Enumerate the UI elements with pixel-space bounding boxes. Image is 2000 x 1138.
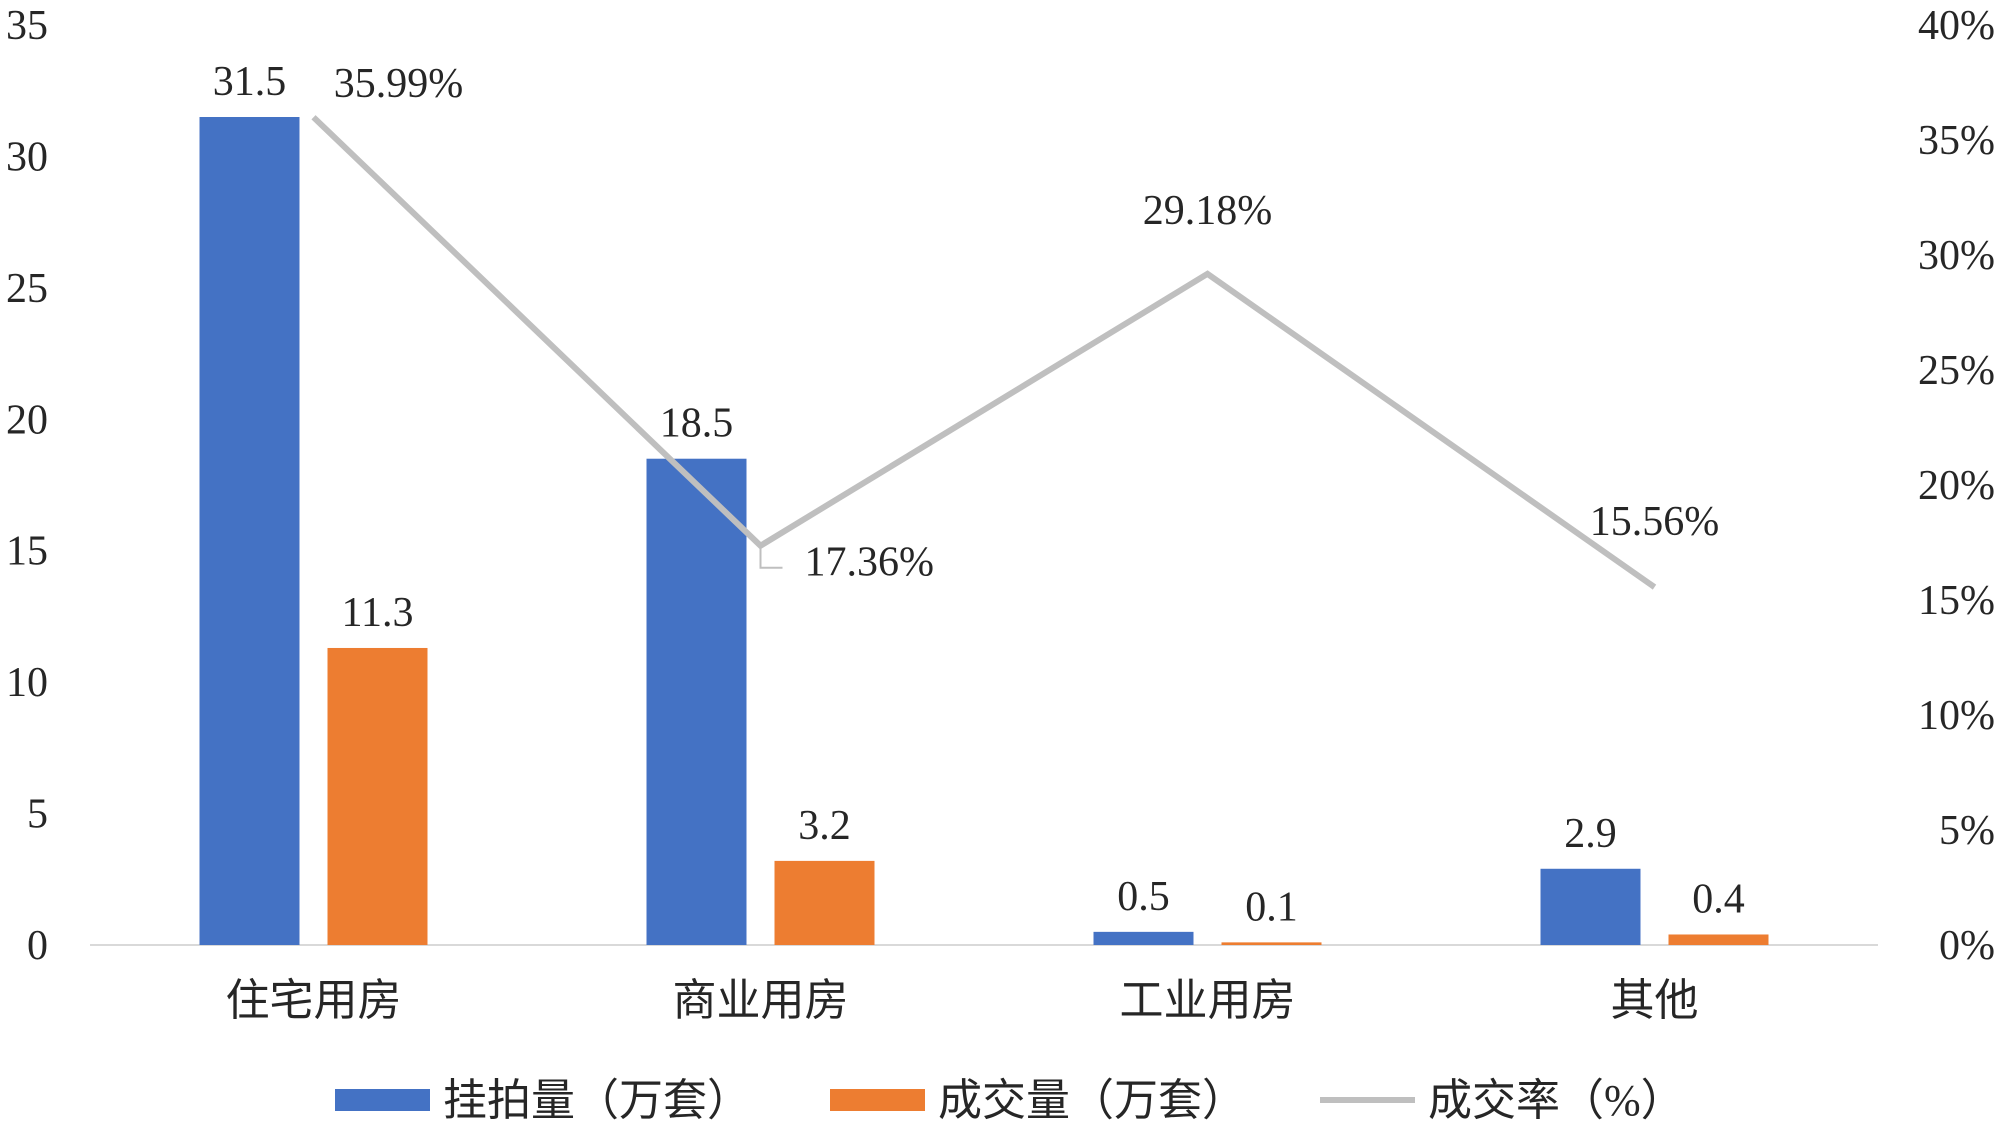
- rate-value-label: 15.56%: [1590, 499, 1720, 545]
- category-label: 工业用房: [1120, 976, 1296, 1025]
- category-label: 其他: [1611, 976, 1699, 1025]
- legend-label: 成交率（%）: [1428, 1076, 1685, 1125]
- listing-bar: [199, 117, 300, 945]
- left-tick-label: 25: [6, 266, 48, 312]
- right-tick-label: 15%: [1918, 578, 1995, 624]
- left-tick-label: 10: [6, 660, 48, 706]
- category-label: 商业用房: [673, 976, 849, 1025]
- legend-swatch: [335, 1089, 430, 1111]
- listing-value-label: 0.5: [1117, 874, 1170, 920]
- deal-value-label: 3.2: [798, 803, 851, 849]
- deal-value-label: 0.4: [1692, 876, 1745, 922]
- rate-value-label: 29.18%: [1143, 188, 1273, 234]
- line-series-group: [311, 115, 1657, 590]
- right-tick-label: 40%: [1918, 3, 1995, 49]
- rate-value-label: 17.36%: [805, 540, 935, 586]
- right-tick-label: 20%: [1918, 463, 1995, 509]
- listing-value-label: 31.5: [213, 59, 287, 105]
- left-tick-label: 15: [6, 529, 48, 575]
- right-tick-label: 25%: [1918, 348, 1995, 394]
- left-axis: 0 5 10 15 20 25 30 35: [6, 3, 48, 969]
- bar-data-labels: 31.5 18.5 0.5 2.9 11.3 3.2 0.1 0.4: [213, 59, 1745, 930]
- category-label: 住宅用房: [226, 976, 402, 1025]
- deal-bar: [327, 647, 428, 945]
- rate-line: [311, 115, 1657, 590]
- rate-value-label: 35.99%: [334, 61, 464, 107]
- listing-value-label: 18.5: [660, 401, 734, 447]
- deal-value-label: 0.1: [1245, 884, 1298, 930]
- label-leader-line: [759, 545, 783, 569]
- deal-bar: [774, 860, 875, 945]
- legend: 挂拍量（万套） 成交量（万套） 成交率（%）: [335, 1076, 1685, 1125]
- legend-label: 成交量（万套）: [938, 1076, 1246, 1125]
- listing-bar: [1540, 868, 1641, 945]
- right-tick-label: 0%: [1939, 923, 1995, 969]
- left-tick-label: 20: [6, 397, 48, 443]
- right-tick-label: 5%: [1939, 808, 1995, 854]
- left-tick-label: 0: [27, 923, 48, 969]
- listing-value-label: 2.9: [1564, 811, 1617, 857]
- deal-bar: [1221, 942, 1322, 945]
- line-data-labels: 35.99% 17.36% 29.18% 15.56%: [334, 61, 1720, 585]
- left-tick-label: 30: [6, 134, 48, 180]
- listing-bar: [1093, 931, 1194, 945]
- legend-label: 挂拍量（万套）: [443, 1076, 751, 1125]
- right-axis: 0% 5% 10% 15% 20% 25% 30% 35% 40%: [1918, 3, 1995, 969]
- left-tick-label: 5: [27, 792, 48, 838]
- category-axis-labels: 住宅用房 商业用房 工业用房 其他: [226, 976, 1699, 1025]
- left-tick-label: 35: [6, 3, 48, 49]
- deal-bar: [1668, 934, 1769, 945]
- deal-value-label: 11.3: [342, 590, 414, 636]
- legend-swatch: [830, 1089, 925, 1111]
- right-tick-label: 35%: [1918, 118, 1995, 164]
- bar-series-group: [199, 117, 1769, 945]
- listing-bar: [646, 458, 747, 945]
- right-tick-label: 30%: [1918, 233, 1995, 279]
- right-tick-label: 10%: [1918, 693, 1995, 739]
